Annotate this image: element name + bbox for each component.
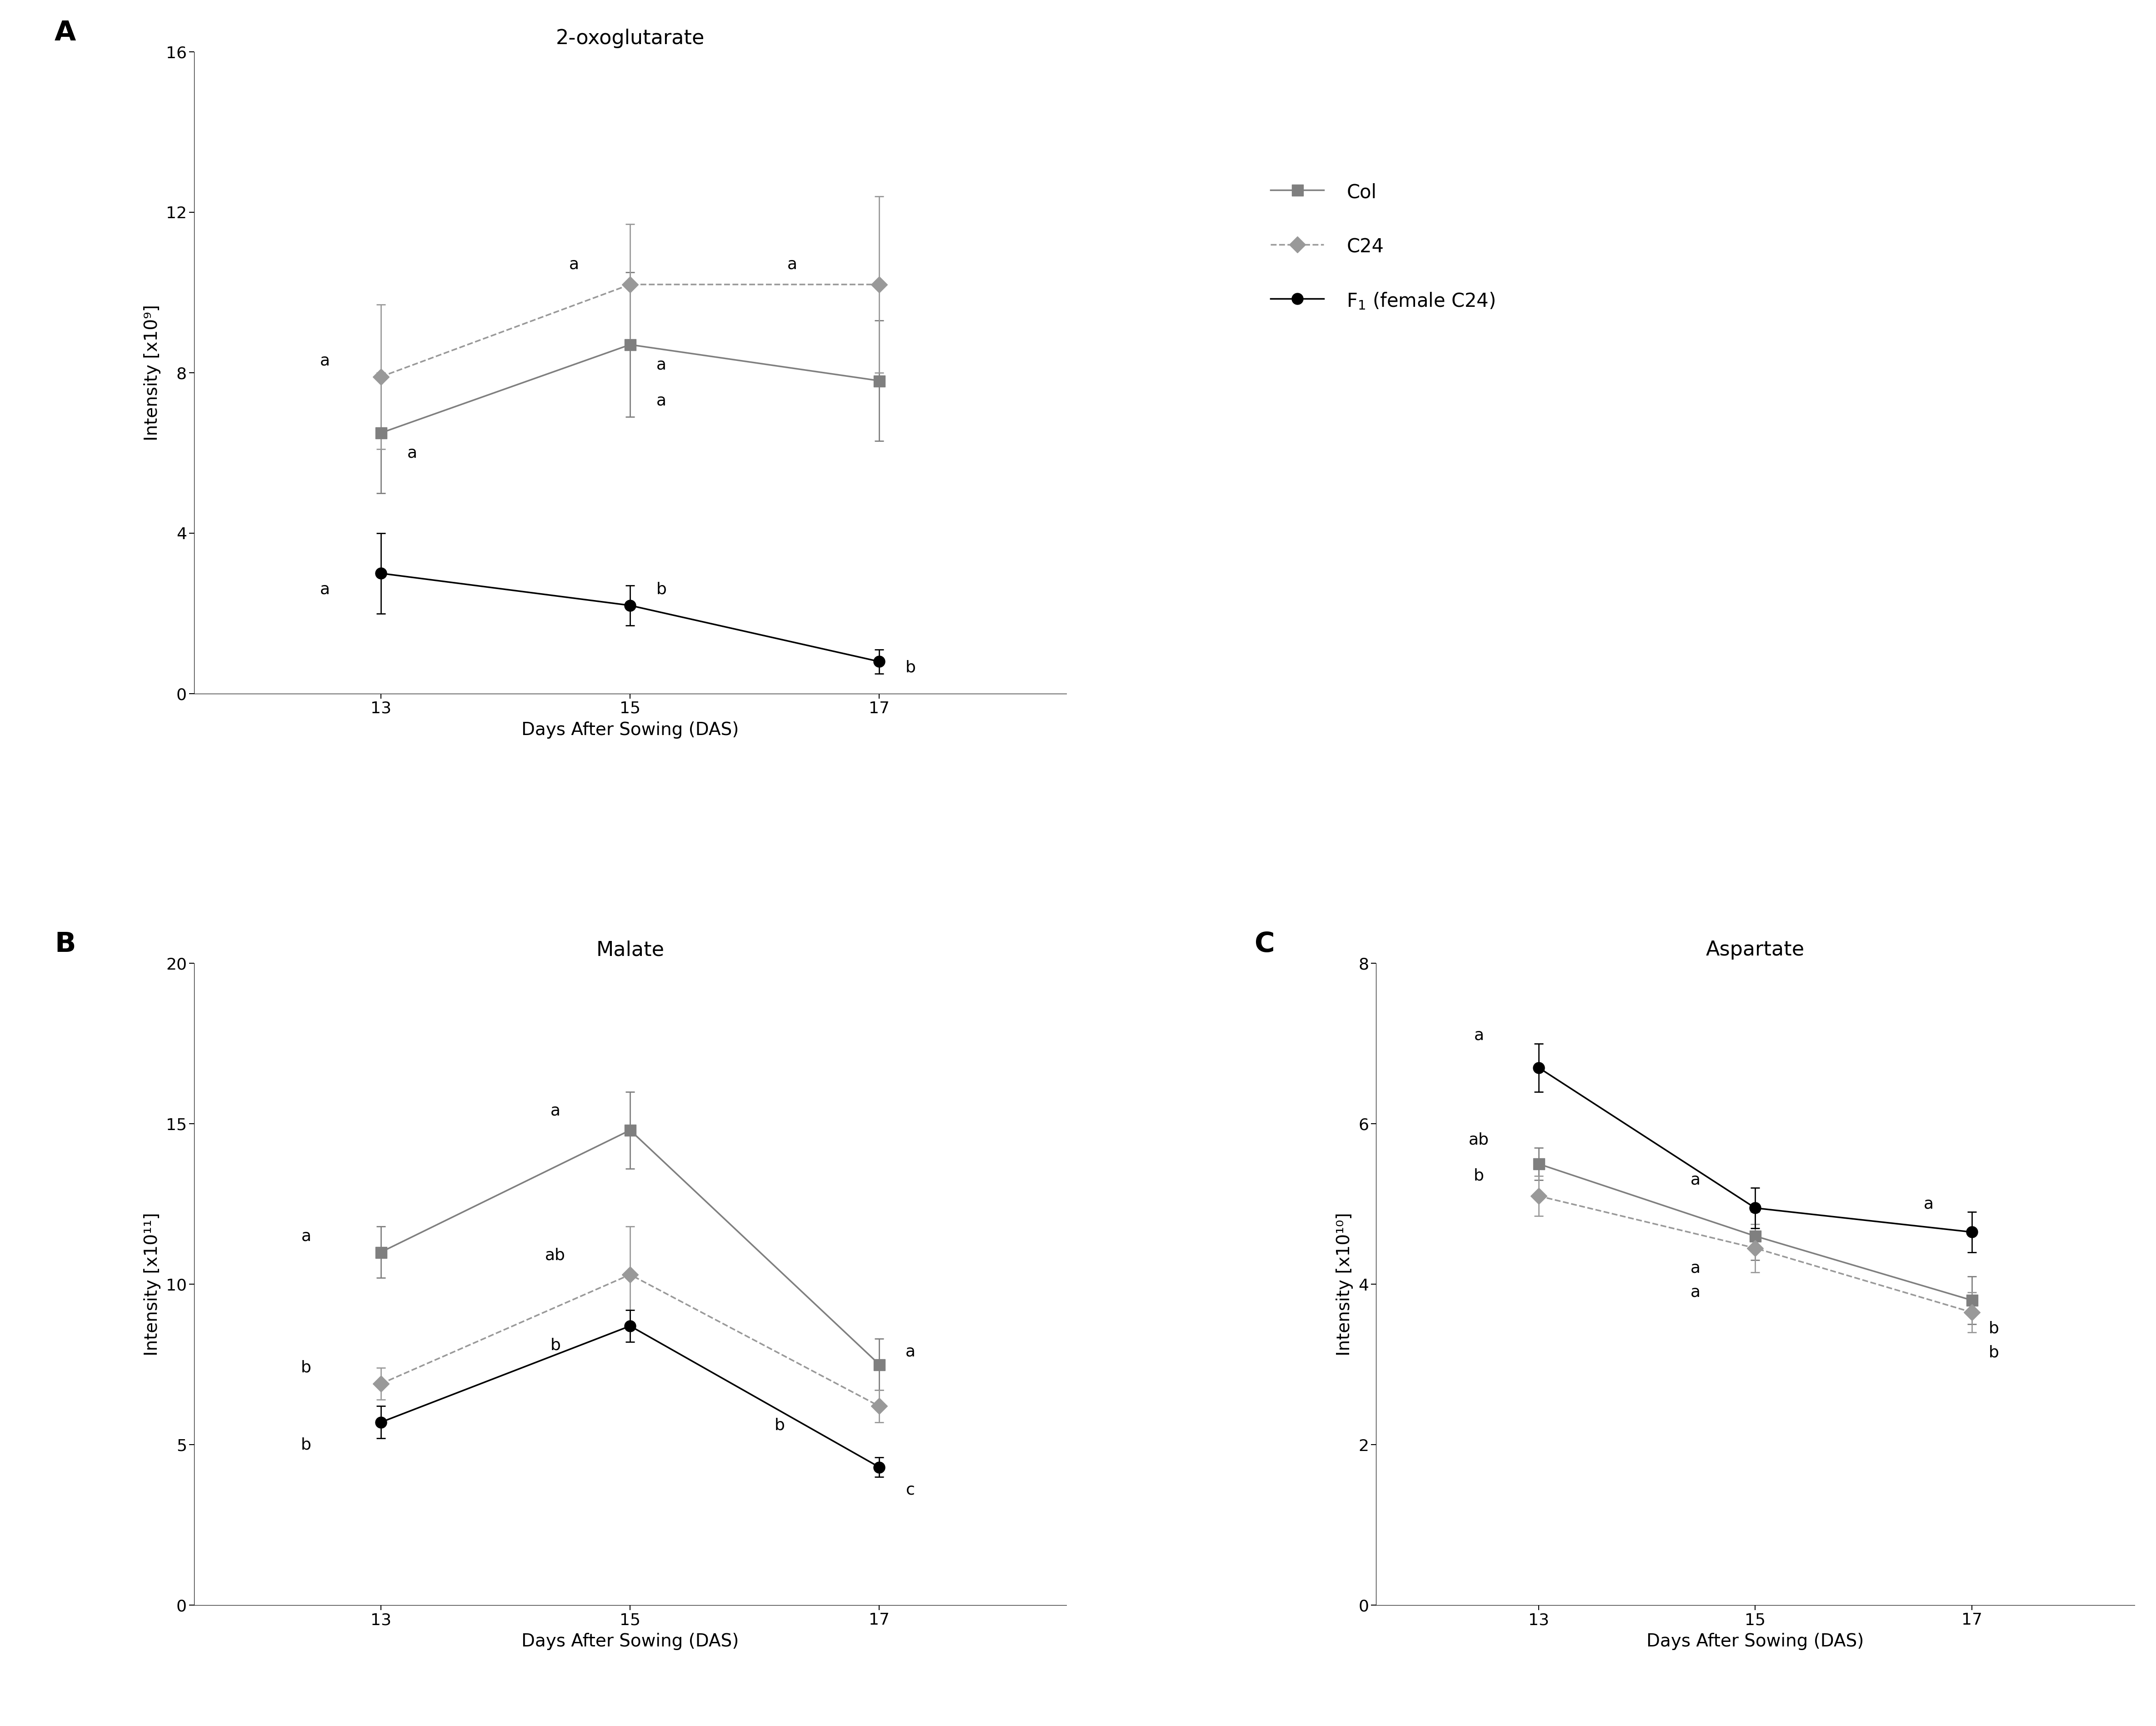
Text: c: c: [906, 1483, 914, 1498]
Text: b: b: [774, 1417, 785, 1433]
Y-axis label: Intensity [x10¹¹]: Intensity [x10¹¹]: [144, 1212, 162, 1357]
Text: a: a: [1690, 1172, 1701, 1187]
X-axis label: Days After Sowing (DAS): Days After Sowing (DAS): [1647, 1633, 1865, 1650]
X-axis label: Days After Sowing (DAS): Days After Sowing (DAS): [522, 1633, 740, 1650]
Y-axis label: Intensity [x10⁹]: Intensity [x10⁹]: [144, 304, 162, 440]
Text: b: b: [302, 1360, 310, 1376]
Text: b: b: [302, 1438, 310, 1453]
Text: ab: ab: [1468, 1132, 1490, 1148]
Text: a: a: [1475, 1027, 1483, 1043]
Text: a: a: [1690, 1260, 1701, 1276]
Title: Malate: Malate: [595, 941, 664, 960]
Text: a: a: [550, 1103, 561, 1118]
Text: ab: ab: [545, 1248, 565, 1263]
Title: Aspartate: Aspartate: [1705, 941, 1805, 960]
X-axis label: Days After Sowing (DAS): Days After Sowing (DAS): [522, 721, 740, 739]
Text: a: a: [319, 582, 330, 597]
Text: a: a: [319, 354, 330, 368]
Y-axis label: Intensity [x10¹⁰]: Intensity [x10¹⁰]: [1337, 1212, 1354, 1357]
Title: 2-oxoglutarate: 2-oxoglutarate: [556, 29, 705, 48]
Text: b: b: [1475, 1169, 1483, 1184]
Text: B: B: [54, 932, 75, 958]
Text: A: A: [54, 19, 75, 47]
Text: b: b: [1988, 1345, 1999, 1360]
Text: a: a: [906, 1345, 916, 1360]
Text: b: b: [655, 582, 666, 597]
Text: b: b: [1988, 1320, 1999, 1336]
Text: C: C: [1255, 932, 1274, 958]
Text: a: a: [655, 357, 666, 373]
Text: a: a: [655, 394, 666, 409]
Text: a: a: [1923, 1196, 1934, 1212]
Text: a: a: [1690, 1284, 1701, 1300]
Legend: Col, C24, $\mathregular{F_1}$ (female C24): Col, C24, $\mathregular{F_1}$ (female C2…: [1270, 181, 1494, 311]
Text: a: a: [302, 1229, 310, 1244]
Text: a: a: [569, 257, 580, 273]
Text: b: b: [906, 659, 916, 675]
Text: a: a: [407, 445, 416, 461]
Text: b: b: [550, 1338, 561, 1353]
Text: a: a: [787, 257, 798, 273]
